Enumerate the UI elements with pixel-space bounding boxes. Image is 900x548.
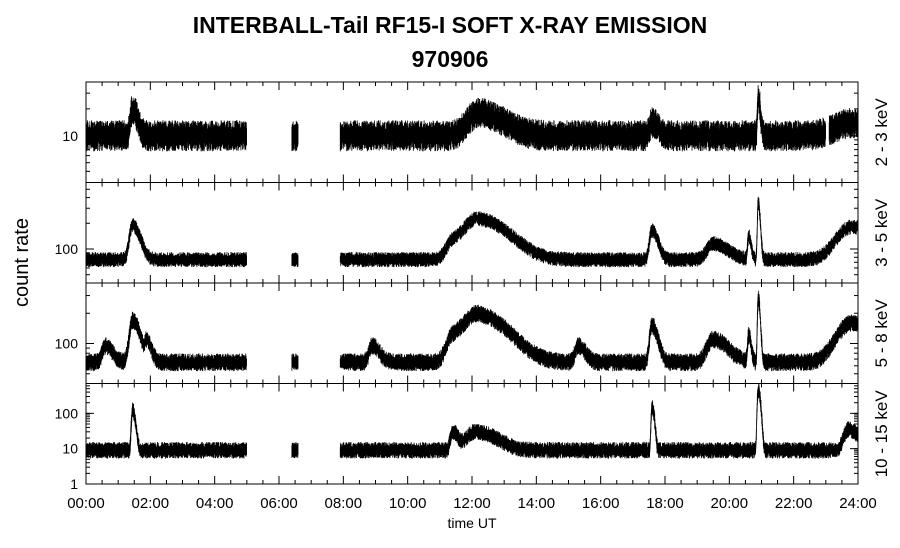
x-tick-label: 06:00 bbox=[260, 495, 298, 512]
x-tick-label: 12:00 bbox=[453, 495, 491, 512]
y-tick-label: 100 bbox=[55, 405, 79, 421]
series-trace-3 bbox=[85, 290, 859, 372]
y-axis-label: count rate bbox=[10, 217, 33, 307]
x-tick-label: 20:00 bbox=[711, 495, 749, 512]
panel-frame bbox=[85, 182, 859, 284]
x-tick-label: 14:00 bbox=[518, 495, 556, 512]
y-tick-label: 10 bbox=[62, 441, 78, 457]
y-tick-label: 100 bbox=[55, 336, 79, 352]
x-tick-label: 18:00 bbox=[646, 495, 684, 512]
x-tick-label: 16:00 bbox=[582, 495, 620, 512]
series-trace-4 bbox=[85, 383, 859, 459]
x-tick-label: 02:00 bbox=[132, 495, 170, 512]
x-tick-label: 22:00 bbox=[775, 495, 813, 512]
x-tick-label: 08:00 bbox=[325, 495, 363, 512]
x-tick-label: 04:00 bbox=[196, 495, 234, 512]
x-tick-label: 24:00 bbox=[839, 495, 877, 512]
chart-subtitle: 970906 bbox=[411, 46, 489, 72]
x-tick-label: 10:00 bbox=[389, 495, 427, 512]
channel-label: 3 - 5 keV bbox=[872, 198, 891, 267]
x-axis-label: time UT bbox=[448, 515, 497, 531]
series-trace-2 bbox=[85, 196, 859, 268]
channel-label: 2 - 3 keV bbox=[872, 98, 891, 167]
y-tick-label: 10 bbox=[62, 128, 78, 144]
y-tick-label: 100 bbox=[55, 241, 79, 257]
chart-title: INTERBALL-Tail RF15-I SOFT X-RAY EMISSIO… bbox=[192, 12, 708, 38]
series-trace-1 bbox=[85, 85, 859, 152]
channel-label: 5 - 8 keV bbox=[872, 299, 891, 368]
channel-label: 10 - 15 keV bbox=[872, 390, 891, 478]
y-tick-label: 1 bbox=[70, 476, 78, 492]
x-tick-label: 00:00 bbox=[67, 495, 105, 512]
